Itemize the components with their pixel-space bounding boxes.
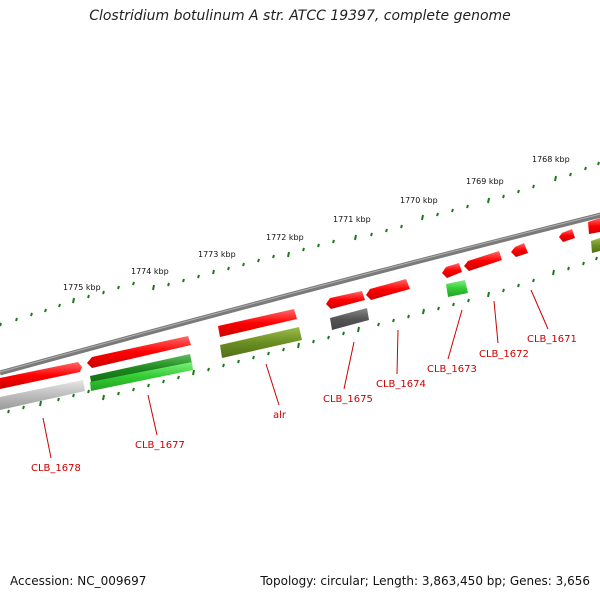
genome-backbone [0,212,600,376]
kbp-label: 1774 kbp [131,267,169,276]
gene-label: alr [273,410,287,421]
gene-label: CLB_1674 [376,379,426,390]
gene-clb-1677-lower [90,354,192,382]
gene-label: CLB_1678 [31,463,81,474]
lower-tick-ring [7,256,598,414]
gene-label: CLB_1671 [527,334,577,345]
kbp-label: 1768 kbp [532,155,570,164]
kbp-label: 1772 kbp [266,233,304,242]
gene-label: CLB_1677 [135,440,185,451]
gene-clb-1674 [366,279,410,300]
upper-tick-ring [0,161,600,327]
forward-strand-genes [0,218,600,389]
accession-text: Accession: NC_009697 [10,574,147,588]
gene-labels: CLB_1678 CLB_1677 alr CLB_1675 CLB_1674 … [31,334,577,474]
gene-clb-1671 [511,243,528,257]
gene-label: CLB_1673 [427,364,477,375]
gene-label: CLB_1672 [479,349,529,360]
map-title: Clostridium botulinum A str. ATCC 19397,… [89,8,511,24]
kbp-label: 1773 kbp [198,250,236,259]
gene-clb-1675 [326,291,365,309]
gene-clb-1673 [442,263,462,278]
gene-label: CLB_1675 [323,394,373,405]
kbp-label: 1771 kbp [333,215,371,224]
gene-callouts [42,289,549,459]
gene-alr [218,309,297,337]
gene-clb-1678 [0,362,82,389]
kbp-label: 1769 kbp [466,177,504,186]
kbp-labels: 1775 kbp 1774 kbp 1773 kbp 1772 kbp 1771… [63,155,570,292]
genome-summary: Topology: circular; Length: 3,863,450 bp… [260,574,590,588]
kbp-label: 1770 kbp [400,196,438,205]
reverse-strand-genes [0,238,600,410]
kbp-label: 1775 kbp [63,283,101,292]
gene-clb-1677 [87,336,191,368]
gene-clb-1672 [464,251,502,271]
